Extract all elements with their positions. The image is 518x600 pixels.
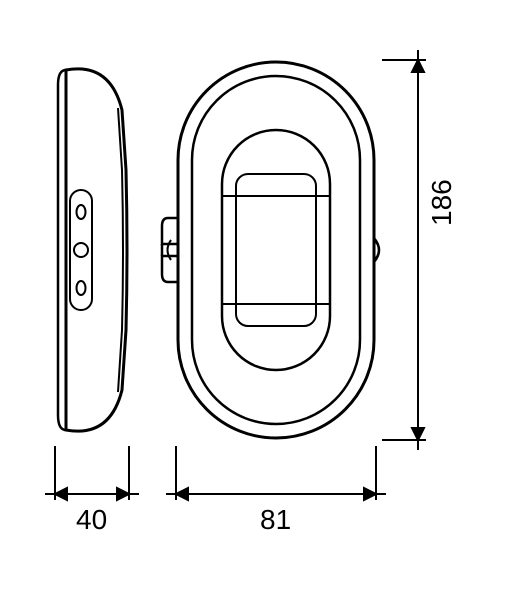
technical-drawing: 40 81 186 <box>0 0 518 600</box>
side-view <box>58 69 127 431</box>
dim-depth-label: 40 <box>76 504 107 536</box>
dim-width-label: 81 <box>260 504 291 536</box>
dim-height-label: 186 <box>426 179 458 226</box>
front-view <box>162 62 379 438</box>
